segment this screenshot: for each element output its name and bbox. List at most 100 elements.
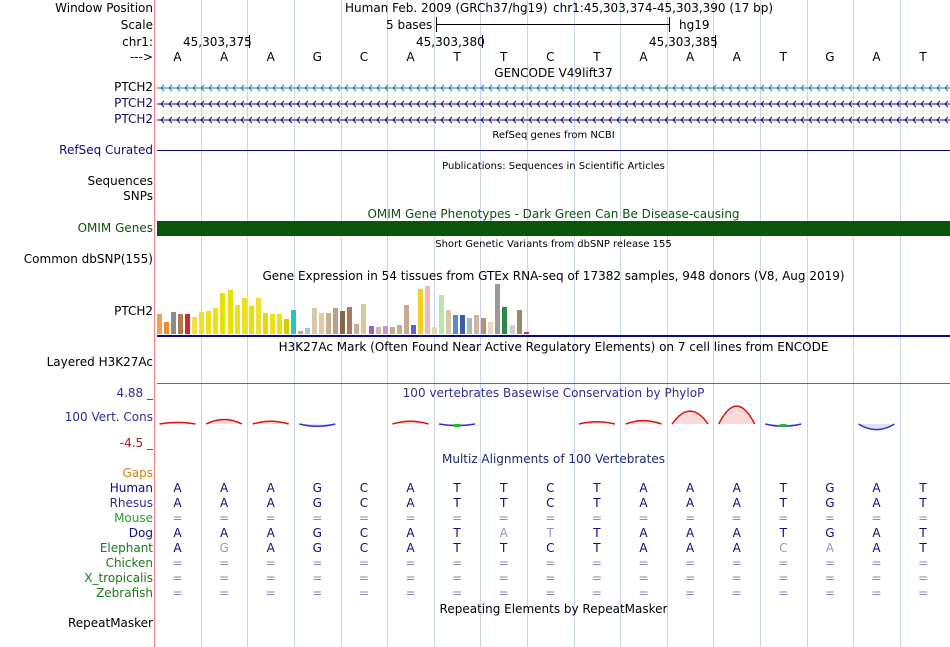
gencode-transcript-label[interactable]: PTCH2 [114,80,153,94]
strand-chevron [920,100,925,108]
gencode-track-title[interactable]: GENCODE V49lift37 [494,66,613,80]
gtex-tissue-bar[interactable] [523,332,529,334]
strand-chevron [504,84,509,92]
region-coordinates[interactable]: chr1:45,303,374-45,303,390 (17 bp) [553,1,774,15]
gtex-tissue-bar[interactable] [396,324,402,334]
strand-chevron [184,116,189,124]
species-label[interactable]: Chicken [105,556,153,570]
gtex-tissue-bar[interactable] [312,308,318,334]
gtex-tissue-bar[interactable] [213,308,219,334]
gtex-tissue-bar[interactable] [410,324,416,334]
gtex-tissue-bar[interactable] [319,313,325,334]
gtex-tissue-bar[interactable] [262,313,268,334]
gtex-tissue-bar[interactable] [305,327,311,334]
publications-snps-label[interactable]: SNPs [123,189,153,203]
aligned-base: = [219,571,230,585]
aligned-base: T [779,481,787,495]
publications-sequences-label[interactable]: Sequences [87,174,153,188]
strand-chevron [848,84,853,92]
gtex-tissue-bar[interactable] [368,325,374,334]
omim-phenotype-bar[interactable] [157,221,950,236]
phylop-track-label[interactable]: 100 Vert. Cons [64,410,153,424]
gtex-tissue-bar[interactable] [290,310,296,334]
strand-chevron [640,100,645,108]
gtex-tissue-bar[interactable] [488,321,494,334]
multiz-track-title[interactable]: Multiz Alignments of 100 Vertebrates [441,452,666,466]
species-label[interactable]: Zebrafish [96,586,153,600]
species-label[interactable]: Mouse [114,511,153,525]
gtex-tissue-bar[interactable] [241,297,247,334]
gtex-tissue-bar[interactable] [389,326,395,334]
phylop-track-title[interactable]: 100 vertebrates Basewise Conservation by… [402,386,705,400]
gtex-tissue-bar[interactable] [516,310,522,334]
gtex-tissue-bar[interactable] [467,317,473,334]
multiz-gaps-label[interactable]: Gaps [122,466,153,480]
gtex-gene-label[interactable]: PTCH2 [114,304,153,318]
gtex-tissue-bar[interactable] [206,311,212,334]
gtex-tissue-bar[interactable] [283,318,289,334]
gtex-tissue-bar[interactable] [164,322,170,334]
gtex-tissue-bar[interactable] [227,290,233,334]
gtex-tissue-bar[interactable] [347,307,353,334]
gtex-tissue-bar[interactable] [453,315,459,334]
dbsnp-track-title[interactable]: Short Genetic Variants from dbSNP releas… [435,239,672,250]
species-label[interactable]: Elephant [99,541,153,555]
gtex-tissue-bar[interactable] [361,304,367,334]
gtex-tissue-bar[interactable] [446,310,452,334]
gtex-tissue-bar[interactable] [502,307,508,334]
gencode-transcript-label[interactable]: PTCH2 [114,96,153,110]
gtex-tissue-bar[interactable] [298,331,303,334]
gtex-expression-chart[interactable] [157,284,557,334]
species-label[interactable]: X_tropicalis [84,571,153,585]
species-label[interactable]: Human [109,481,153,495]
gencode-transcripts[interactable] [157,80,950,128]
gtex-tissue-bar[interactable] [269,314,275,334]
gtex-tissue-bar[interactable] [375,326,381,334]
gtex-tissue-bar[interactable] [276,314,282,334]
repeatmasker-track-title[interactable]: Repeating Elements by RepeatMasker [439,602,668,616]
omim-track-label[interactable]: OMIM Genes [77,221,153,235]
strand-arrow-label[interactable]: ---> [129,50,153,64]
phylop-wiggle[interactable] [157,400,950,450]
species-label[interactable]: Rhesus [109,496,153,510]
gtex-tissue-bar[interactable] [474,315,480,334]
gtex-tissue-bar[interactable] [178,314,184,334]
gtex-tissue-bar[interactable] [340,311,346,334]
publications-track-title[interactable]: Publications: Sequences in Scientific Ar… [442,161,665,172]
gtex-tissue-bar[interactable] [185,314,191,334]
refseq-intron-line[interactable] [157,150,950,151]
gtex-tissue-bar[interactable] [439,294,444,334]
gtex-tissue-bar[interactable] [220,292,226,334]
gtex-tissue-bar[interactable] [248,306,254,334]
omim-track-title[interactable]: OMIM Gene Phenotypes - Dark Green Can Be… [367,207,740,221]
gtex-tissue-bar[interactable] [255,297,261,334]
repeatmasker-track-label[interactable]: RepeatMasker [67,616,153,630]
gtex-tissue-bar[interactable] [382,325,388,334]
gtex-tissue-bar[interactable] [199,312,205,334]
refseq-track-title[interactable]: RefSeq genes from NCBI [492,130,615,141]
gtex-tissue-bar[interactable] [431,326,437,334]
gtex-tissue-bar[interactable] [354,324,360,334]
h3k27ac-track-label[interactable]: Layered H3K27Ac [46,355,153,369]
gtex-tissue-bar[interactable] [192,316,198,334]
dbsnp-track-label[interactable]: Common dbSNP(155) [23,252,153,266]
gtex-tissue-bar[interactable] [326,313,332,334]
gtex-tissue-bar[interactable] [481,317,487,334]
aligned-base: G [312,481,322,495]
gtex-tissue-bar[interactable] [234,305,240,334]
strand-chevron [232,100,237,108]
gtex-tissue-bar[interactable] [509,324,515,334]
species-label[interactable]: Dog [128,526,153,540]
gencode-transcript-label[interactable]: PTCH2 [114,112,153,126]
gtex-tissue-bar[interactable] [333,308,339,334]
h3k27ac-track-title[interactable]: H3K27Ac Mark (Often Found Near Active Re… [278,340,829,354]
refseq-track-label[interactable]: RefSeq Curated [59,143,153,157]
gtex-tissue-bar[interactable] [157,314,162,334]
gtex-tissue-bar[interactable] [460,315,466,334]
gtex-track-title[interactable]: Gene Expression in 54 tissues from GTEx … [262,269,845,283]
gtex-tissue-bar[interactable] [424,286,430,334]
gtex-tissue-bar[interactable] [171,312,177,334]
gtex-tissue-bar[interactable] [495,284,501,334]
gtex-tissue-bar[interactable] [403,305,409,334]
gtex-tissue-bar[interactable] [417,289,423,334]
